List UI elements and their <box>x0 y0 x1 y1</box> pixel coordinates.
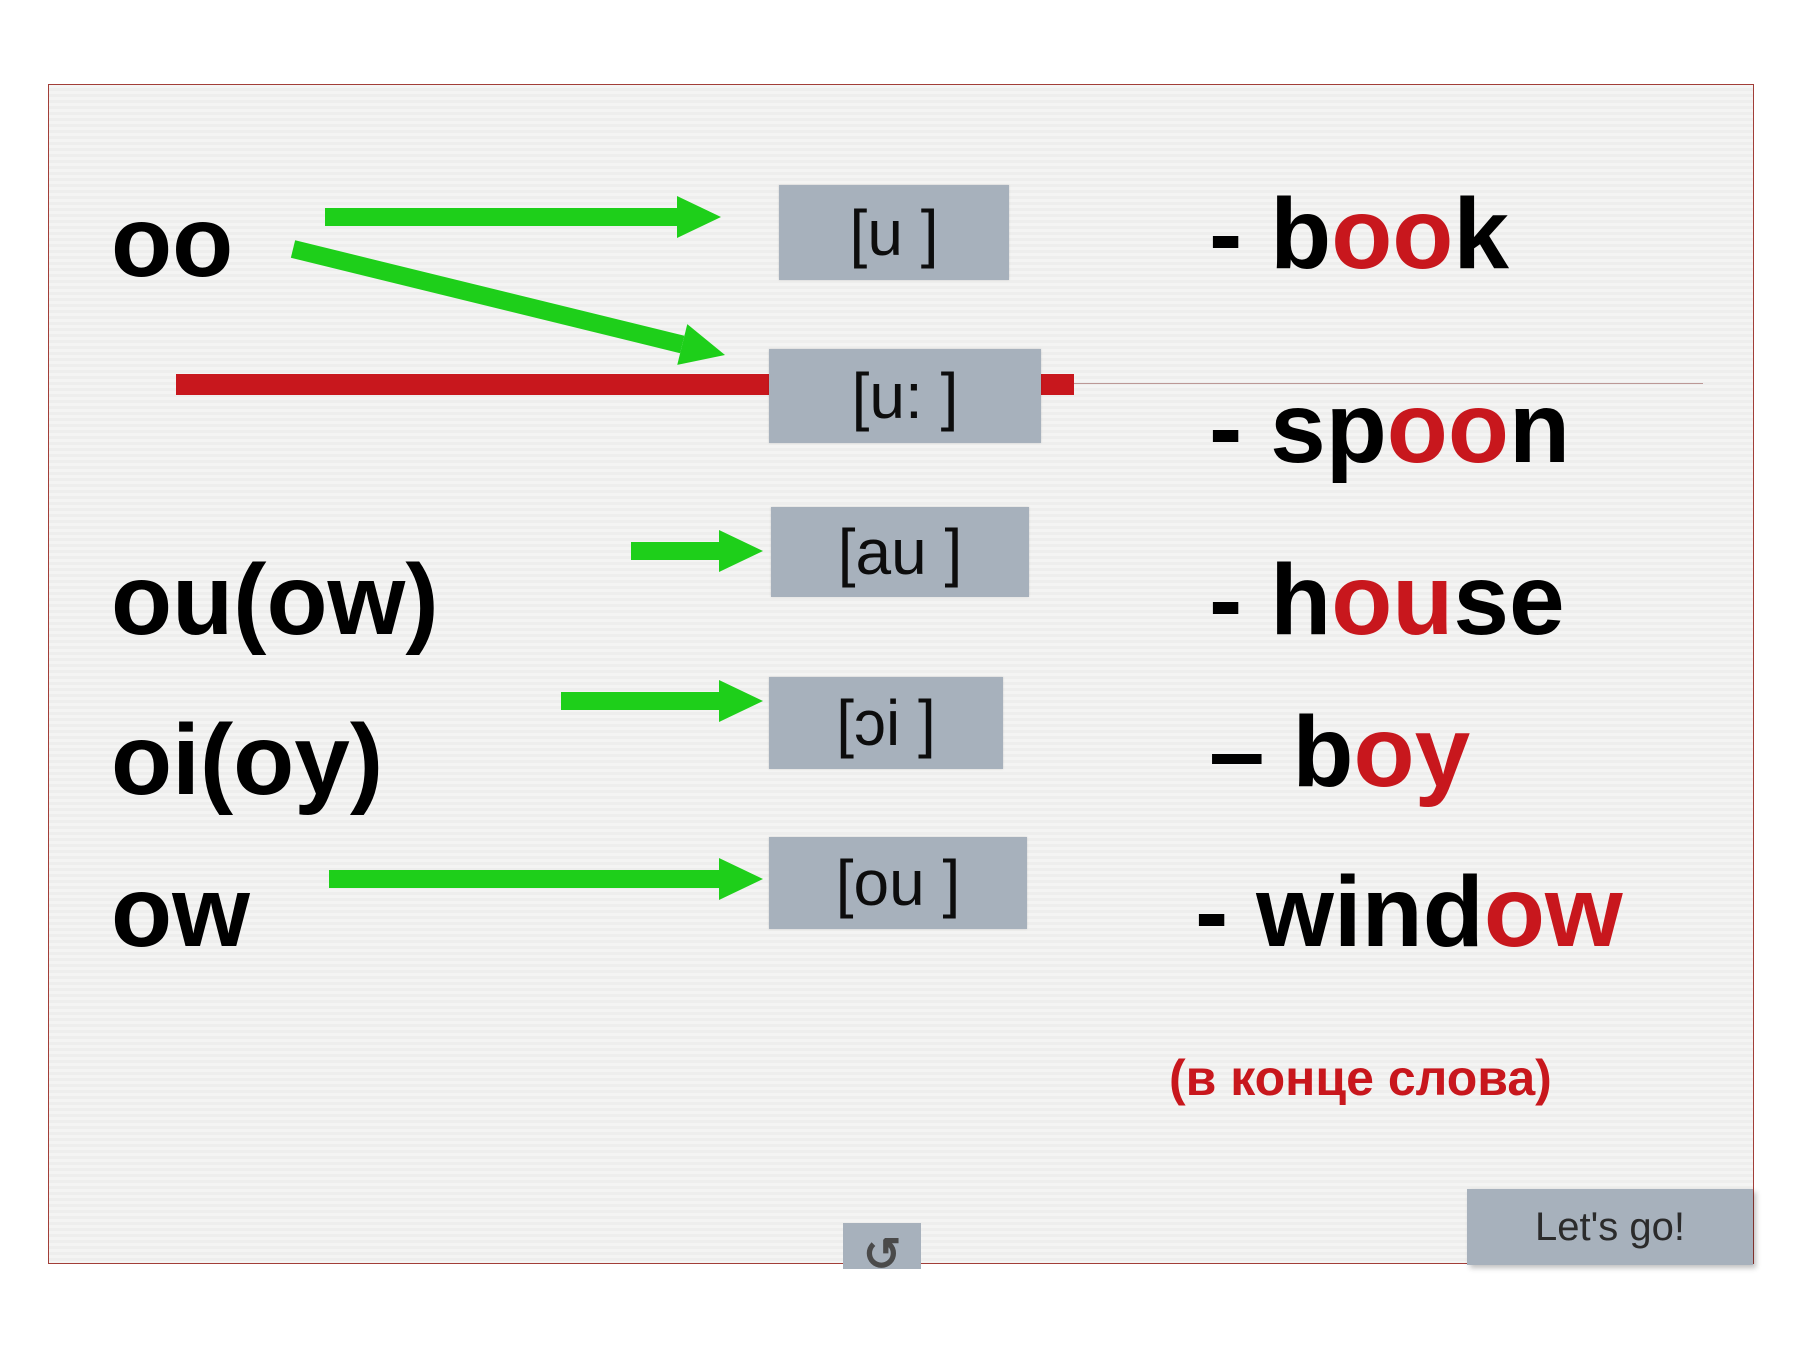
example-book: - book <box>1209 177 1509 292</box>
example-boy: – boy <box>1209 695 1470 810</box>
digraph-ow: ow <box>111 855 250 970</box>
arrow-oi-to-oi <box>511 651 813 751</box>
note-end-of-word: (в конце слова) <box>1169 1049 1552 1107</box>
phon-box-uu: [u: ] <box>769 349 1041 443</box>
slide-panel: oo ou(ow) oi(oy) ow [u ] [u: ] [au ] [ɔi… <box>48 84 1754 1264</box>
example-window: - window <box>1195 855 1623 970</box>
example-house: - house <box>1209 543 1565 658</box>
example-spoon: - spoon <box>1209 371 1570 486</box>
digraph-oi-oy: oi(oy) <box>111 703 383 818</box>
digraph-oo: oo <box>111 185 233 300</box>
phon-box-u: [u ] <box>779 185 1009 280</box>
digraph-ou-ow: ou(ow) <box>111 543 439 658</box>
return-icon[interactable]: ↺ <box>843 1223 921 1269</box>
arrow-ow-to-ou <box>279 829 813 929</box>
phon-box-ou: [ou ] <box>769 837 1027 929</box>
phon-box-au: [au ] <box>771 507 1029 597</box>
arrow-oo-to-uu <box>243 199 775 405</box>
phon-box-oi: [ɔi ] <box>769 677 1003 769</box>
lets-go-button[interactable]: Let's go! <box>1467 1189 1753 1265</box>
